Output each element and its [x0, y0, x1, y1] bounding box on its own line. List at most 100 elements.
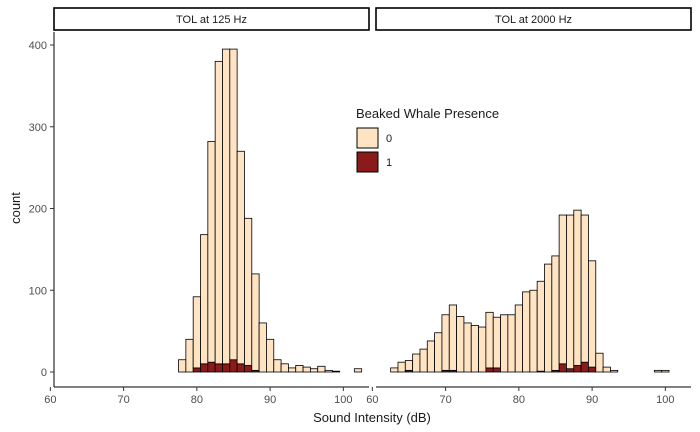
bar-presence-0-87 — [244, 217, 253, 366]
y-tick-label-200: 200 — [29, 204, 47, 216]
bar-presence-1-84 — [222, 363, 231, 373]
y-axis-title: count — [8, 192, 23, 224]
bar-presence-1-81 — [200, 363, 209, 373]
bar-presence-0-90 — [266, 338, 275, 373]
bar-presence-0-66 — [412, 353, 421, 373]
bar-presence-0-82 — [529, 289, 538, 373]
bar-presence-0-79 — [185, 338, 194, 373]
bar-presence-0-91 — [595, 352, 604, 373]
bar-presence-0-87 — [566, 214, 575, 370]
bar-presence-0-74 — [470, 324, 479, 373]
bar-presence-0-70 — [441, 314, 450, 371]
facet-title-right: TOL at 2000 Hz — [495, 14, 572, 26]
bar-presence-0-89 — [258, 322, 267, 373]
x-tick-label-0-80: 80 — [191, 394, 203, 406]
bar-presence-0-94 — [295, 365, 304, 373]
bar-presence-0-65 — [404, 360, 414, 371]
bar-presence-0-71 — [448, 304, 457, 371]
x-tick-label-1-80: 80 — [513, 394, 525, 406]
bar-presence-0-100 — [661, 369, 670, 373]
bar-presence-0-85 — [551, 255, 560, 371]
x-tick-label-0-60: 60 — [44, 394, 56, 406]
facet-title-left: TOL at 125 Hz — [176, 14, 247, 26]
bar-presence-0-82 — [207, 141, 216, 363]
legend-title: Beaked Whale Presence — [356, 106, 499, 121]
bar-presence-0-63 — [390, 367, 399, 373]
bar-presence-0-68 — [426, 340, 436, 373]
bar-presence-1-89 — [580, 361, 589, 373]
y-tick-label-100: 100 — [29, 285, 47, 297]
bar-presence-1-77 — [492, 367, 501, 373]
bar-presence-0-88 — [573, 209, 582, 366]
bar-presence-0-89 — [580, 214, 589, 363]
bar-presence-0-88 — [251, 273, 260, 371]
bar-presence-0-92 — [602, 366, 611, 373]
bar-presence-0-64 — [397, 361, 406, 373]
bar-presence-0-96 — [309, 368, 319, 373]
x-axis-title: Sound Intensity (dB) — [313, 410, 431, 425]
panel-tol-125hz — [178, 48, 363, 373]
bar-presence-1-76 — [485, 367, 494, 373]
bar-presence-0-84 — [222, 48, 231, 365]
x-tick-label-1-100: 100 — [656, 394, 674, 406]
bar-presence-1-87 — [244, 365, 253, 373]
axes: 60 70 80 90 100 60 70 80 90 100 0 100 200 300 400 — [29, 32, 691, 406]
x-tick-label-1-90: 90 — [586, 394, 598, 406]
bar-presence-0-98 — [324, 369, 333, 373]
bar-presence-0-85 — [229, 48, 238, 361]
bar-presence-1-82 — [207, 361, 216, 373]
x-tick-label-0-90: 90 — [264, 394, 276, 406]
y-tick-label-400: 400 — [29, 40, 47, 52]
bar-presence-0-97 — [317, 365, 326, 373]
bar-presence-0-72 — [456, 316, 465, 373]
bar-presence-0-90 — [588, 260, 597, 368]
bar-presence-1-88 — [573, 365, 582, 373]
legend-label-1: 1 — [386, 157, 392, 169]
bar-presence-0-73 — [463, 322, 472, 373]
bar-presence-0-83 — [214, 60, 223, 365]
bar-presence-1-90 — [588, 366, 597, 373]
legend-label-0: 0 — [386, 133, 392, 145]
bar-presence-0-102 — [353, 368, 363, 373]
bar-presence-0-78 — [500, 314, 509, 373]
bar-presence-0-78 — [178, 359, 187, 373]
legend-swatch-0 — [356, 127, 379, 149]
bar-presence-1-85 — [229, 359, 238, 373]
bar-presence-1-86 — [558, 363, 567, 373]
bar-presence-0-81 — [522, 291, 531, 373]
legend-swatch-1 — [356, 151, 379, 173]
bar-presence-0-95 — [302, 366, 311, 373]
facet-strip-left: TOL at 125 Hz — [53, 7, 370, 31]
x-tick-label-0-70: 70 — [117, 394, 129, 406]
y-tick-label-0: 0 — [41, 367, 47, 379]
bar-presence-0-69 — [434, 332, 443, 373]
bar-presence-0-93 — [288, 367, 297, 373]
bar-presence-1-80 — [192, 367, 201, 373]
bar-presence-0-84 — [544, 263, 553, 373]
bar-presence-0-99 — [653, 369, 663, 373]
panel-tol-2000hz — [390, 209, 670, 373]
y-tick-label-300: 300 — [29, 122, 47, 134]
bar-presence-0-76 — [485, 311, 494, 369]
x-tick-label-1-70: 70 — [439, 394, 451, 406]
bar-presence-0-79 — [507, 314, 516, 373]
x-tick-label-0-100: 100 — [334, 394, 352, 406]
bar-presence-0-86 — [558, 214, 567, 365]
bar-presence-0-77 — [492, 316, 501, 369]
bar-presence-0-83 — [536, 280, 545, 372]
bar-presence-0-86 — [236, 150, 245, 365]
bar-presence-0-92 — [280, 363, 289, 373]
legend: Beaked Whale Presence 0 1 — [356, 106, 499, 173]
bar-presence-0-67 — [419, 348, 428, 373]
x-tick-label-1-60: 60 — [366, 394, 378, 406]
bar-presence-1-87 — [566, 368, 575, 373]
bar-presence-0-91 — [273, 359, 282, 373]
bar-presence-1-86 — [236, 363, 245, 373]
bar-presence-0-81 — [200, 234, 209, 365]
bar-presence-0-80 — [514, 304, 523, 373]
bar-presence-0-93 — [610, 369, 619, 373]
bar-presence-1-83 — [214, 363, 223, 373]
bar-presence-0-99 — [331, 370, 341, 373]
bar-presence-0-80 — [192, 296, 201, 369]
